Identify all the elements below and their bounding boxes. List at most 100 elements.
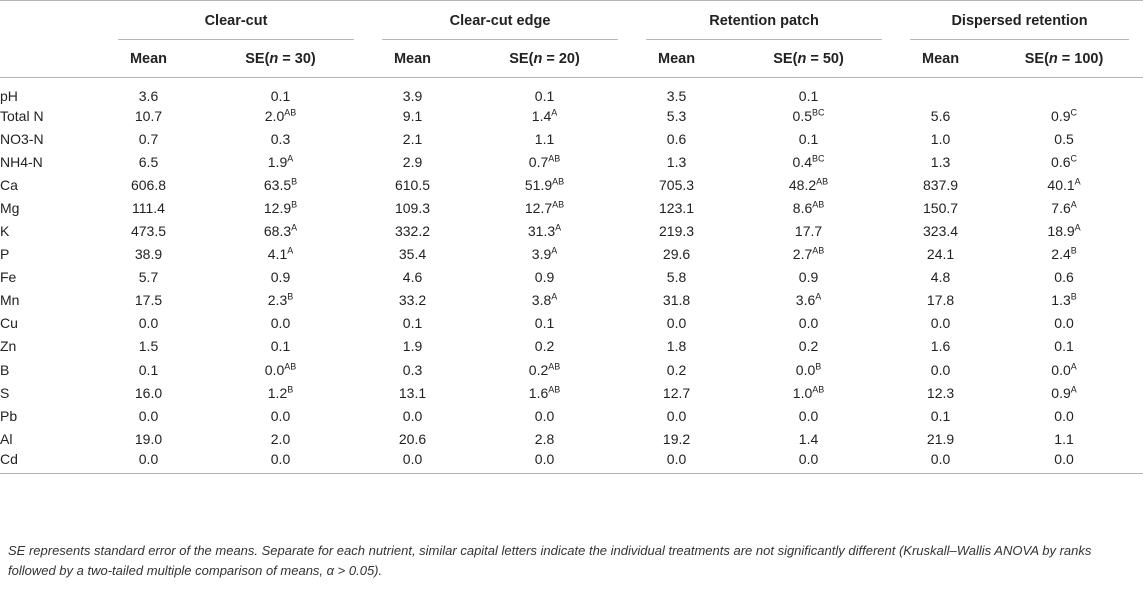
significance-letters: AB: [284, 360, 297, 371]
significance-letters: A: [291, 222, 298, 233]
cell-value: 0.2: [534, 338, 555, 355]
significance-letters: AB: [552, 176, 565, 187]
se-header: SE(n = 100): [1024, 51, 1104, 67]
se-cell: 0.0: [721, 450, 896, 473]
cell-value: 17.5: [134, 292, 163, 309]
mean-cell: 0.0: [104, 404, 193, 427]
mean-cell: 5.7: [104, 266, 193, 289]
cell-value: 0.0: [666, 315, 687, 332]
se-cell: 0.0: [721, 312, 896, 335]
cell-value: 5.3: [666, 107, 687, 124]
se-cell: 12.7AB: [457, 196, 632, 219]
cell-value: 0.9: [798, 269, 819, 286]
row-label: Cu: [0, 315, 18, 332]
cell-value: 1.1: [534, 130, 555, 147]
significance-letters: AB: [552, 199, 565, 210]
cell-value: 0.9: [1051, 107, 1071, 124]
mean-cell: 0.0: [104, 312, 193, 335]
significance-letters: B: [291, 176, 298, 187]
mean-cell: 12.3: [896, 381, 985, 404]
se-cell: 17.7: [721, 219, 896, 242]
cell-value: 48.2: [788, 176, 817, 193]
se-cell: 0.0: [985, 312, 1143, 335]
cell-value: 24.1: [926, 246, 955, 263]
cell-value: 0.0: [798, 407, 819, 424]
significance-letters: B: [287, 384, 294, 395]
row-label: Fe: [0, 269, 17, 286]
cell-value: 2.0: [270, 430, 291, 447]
cell-value: 0.0: [795, 361, 816, 378]
row-label: Cd: [0, 450, 18, 467]
cell-value: 0.0: [138, 407, 159, 424]
table-row: Cd 0.0 0.0 0.0 0.0 0.0 0.0 0.0 0.0: [0, 450, 1143, 474]
se-cell: 1.1: [985, 427, 1143, 450]
cell-value: 0.0: [138, 315, 159, 332]
se-cell: 0.4BC: [721, 150, 896, 173]
se-cell: 0.1: [457, 78, 632, 104]
cell-value: 0.1: [930, 407, 951, 424]
cell-value: 0.1: [534, 315, 555, 332]
significance-letters: AB: [548, 153, 561, 164]
se-cell: 0.6C: [985, 150, 1143, 173]
se-cell: 48.2AB: [721, 173, 896, 196]
significance-letters: A: [1070, 384, 1077, 395]
significance-letters: AB: [812, 245, 825, 256]
mean-cell: 38.9: [104, 243, 193, 266]
mean-cell: 0.0: [896, 450, 985, 473]
table-row: Fe 5.7 0.9 4.6 0.9 5.8 0.9 4.8 0.6: [0, 266, 1143, 289]
cell-value: 0.9: [270, 269, 291, 286]
cell-value: 1.8: [666, 338, 687, 355]
cell-value: 5.6: [930, 107, 951, 124]
table-footnote: SE represents standard error of the mean…: [8, 543, 1092, 578]
mean-cell: 1.3: [632, 150, 721, 173]
cell-value: 0.1: [1054, 338, 1074, 355]
se-header: SE(n = 50): [773, 51, 844, 67]
se-cell: 0.2: [721, 335, 896, 358]
cell-value: 0.9: [534, 269, 555, 286]
se-cell: 8.6AB: [721, 196, 896, 219]
table-row: S 16.0 1.2B 13.1 1.6AB 12.7 1.0AB 12.3 0.9A: [0, 381, 1143, 404]
cell-value: 6.5: [138, 153, 159, 170]
cell-value: 17.8: [926, 292, 955, 309]
row-label: NH4-N: [0, 153, 43, 170]
cell-value: 1.2: [267, 384, 288, 401]
mean-cell: 0.0: [632, 404, 721, 427]
se-cell: [985, 78, 1143, 105]
se-cell: 0.1: [985, 335, 1143, 358]
mean-cell: 0.2: [632, 358, 721, 381]
mean-cell: 10.7: [104, 104, 193, 127]
mean-cell: 323.4: [896, 219, 985, 242]
cell-value: 31.3: [527, 223, 556, 240]
cell-value: 3.9: [402, 88, 423, 104]
cell-value: 0.1: [534, 88, 555, 104]
mean-cell: 1.6: [896, 335, 985, 358]
se-cell: 2.7AB: [721, 243, 896, 266]
se-cell: 0.0: [721, 404, 896, 427]
significance-letters: AB: [812, 384, 825, 395]
row-label: Total N: [0, 107, 44, 124]
table-row: B 0.1 0.0AB 0.3 0.2AB 0.2 0.0B 0.0 0.0A: [0, 358, 1143, 381]
se-cell: 2.0: [193, 427, 368, 450]
se-cell: 2.4B: [985, 243, 1143, 266]
mean-cell: 111.4: [104, 196, 193, 219]
mean-cell: 16.0: [104, 381, 193, 404]
cell-value: 0.5: [1054, 130, 1074, 147]
se-cell: 0.1: [457, 312, 632, 335]
mean-cell: 705.3: [632, 173, 721, 196]
cell-value: 21.9: [926, 430, 955, 447]
mean-cell: 19.0: [104, 427, 193, 450]
cell-value: 19.2: [662, 430, 691, 447]
significance-letters: AB: [548, 384, 561, 395]
cell-value: 0.0: [666, 407, 687, 424]
mean-cell: 0.0: [896, 312, 985, 335]
significance-letters: A: [551, 245, 558, 256]
significance-letters: C: [1070, 106, 1078, 117]
cell-value: 1.3: [1051, 292, 1071, 309]
cell-value: 0.7: [138, 130, 159, 147]
row-label: B: [0, 361, 10, 378]
significance-letters: BC: [812, 153, 825, 164]
cell-value: 20.6: [398, 430, 427, 447]
cell-value: 12.7: [662, 384, 691, 401]
cell-value: 35.4: [398, 246, 427, 263]
cell-value: 16.0: [134, 384, 163, 401]
